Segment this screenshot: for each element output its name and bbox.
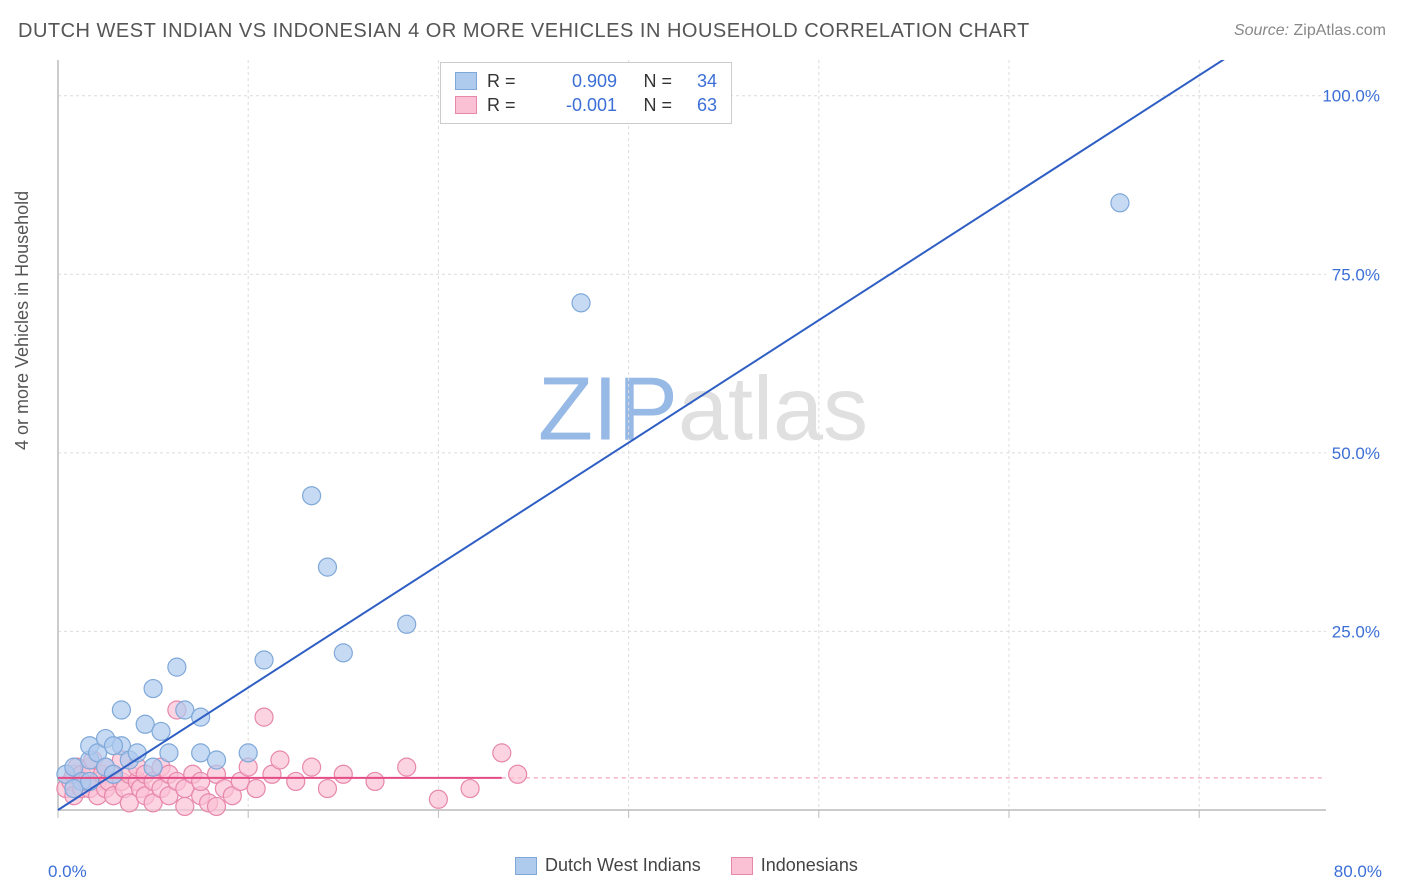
legend-label-1: Dutch West Indians — [545, 855, 701, 876]
legend-label-2: Indonesians — [761, 855, 858, 876]
n-label: N = — [627, 69, 672, 93]
n-label: N = — [627, 93, 672, 117]
r-label: R = — [487, 69, 527, 93]
legend-item-1: Dutch West Indians — [515, 855, 701, 876]
swatch-bottom-1 — [515, 857, 537, 875]
swatch-series-1 — [455, 72, 477, 90]
r-label: R = — [487, 93, 527, 117]
source-attribution: Source: ZipAtlas.com — [1234, 22, 1386, 40]
r-value-1: 0.909 — [537, 69, 617, 93]
svg-text:100.0%: 100.0% — [1322, 87, 1380, 106]
swatch-series-2 — [455, 96, 477, 114]
x-axis-min: 0.0% — [48, 862, 87, 882]
scatter-plot: 25.0% 50.0% 75.0% 100.0% — [50, 60, 1386, 840]
n-value-1: 34 — [682, 69, 717, 93]
svg-text:75.0%: 75.0% — [1332, 265, 1380, 284]
r-value-2: -0.001 — [537, 93, 617, 117]
legend-row-series-2: R = -0.001 N = 63 — [455, 93, 717, 117]
correlation-legend: R = 0.909 N = 34 R = -0.001 N = 63 — [440, 62, 732, 124]
legend-item-2: Indonesians — [731, 855, 858, 876]
y-axis-label: 4 or more Vehicles in Household — [12, 191, 33, 450]
source-label: Source: — [1234, 22, 1289, 39]
svg-text:50.0%: 50.0% — [1332, 444, 1380, 463]
series-legend: Dutch West Indians Indonesians — [515, 855, 858, 876]
swatch-bottom-2 — [731, 857, 753, 875]
source-value: ZipAtlas.com — [1294, 22, 1386, 39]
chart-title: DUTCH WEST INDIAN VS INDONESIAN 4 OR MOR… — [18, 20, 1030, 43]
svg-text:25.0%: 25.0% — [1332, 622, 1380, 641]
legend-row-series-1: R = 0.909 N = 34 — [455, 69, 717, 93]
x-axis-max: 80.0% — [1334, 862, 1382, 882]
n-value-2: 63 — [682, 93, 717, 117]
